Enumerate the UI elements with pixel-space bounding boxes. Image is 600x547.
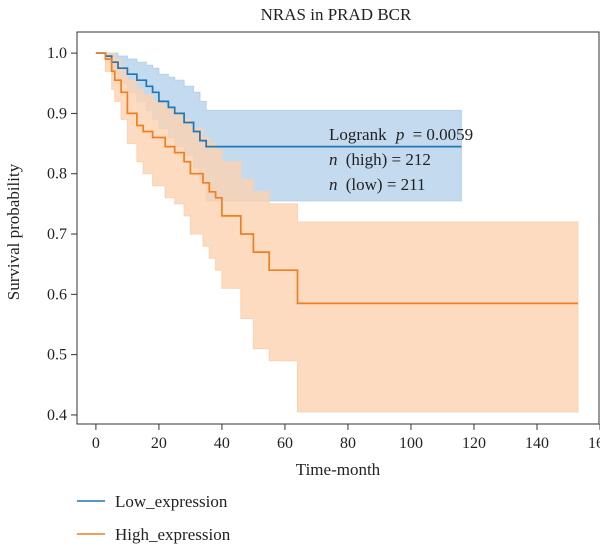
p-symbol: p [395,125,405,144]
confidence-bands [95,52,579,413]
x-tick-label: 60 [277,435,293,452]
x-tick-label: 160 [588,435,600,452]
x-tick-label: 100 [399,435,423,452]
x-tick-label: 40 [214,435,230,452]
y-tick-label: 0.9 [47,105,67,122]
x-tick-label: 120 [462,435,486,452]
legend-label-high: High_expression [115,525,231,544]
plot-frame [76,31,600,425]
legend: Low_expression High_expression [77,492,231,544]
n-high-text: (high) = 212 [346,150,431,169]
n-low-symbol: n [329,175,338,194]
x-tick-label: 80 [340,435,356,452]
y-axis: 0.4 0.5 0.6 0.7 0.8 0.9 1.0 [47,45,77,424]
n-high-line: n (high) = 212 [329,150,431,169]
y-tick-label: 0.4 [47,407,67,424]
y-tick-label: 0.7 [47,226,67,243]
y-tick-label: 0.8 [47,166,67,183]
x-tick-label: 20 [151,435,167,452]
logrank-annotation: Logrank p = 0.0059 n (high) = 212 n (low… [329,125,473,194]
x-axis: 0 20 40 60 80 100 120 140 160 [92,424,600,452]
y-axis-label: Survival probability [4,163,23,300]
curve-low-expression [95,52,462,148]
logrank-label: Logrank [329,125,387,144]
chart-title: NRAS in PRAD BCR [261,5,412,24]
x-tick-label: 140 [525,435,549,452]
ci-band-high-expression [95,52,579,413]
x-axis-label: Time-month [296,460,381,479]
x-tick-label: 0 [92,435,100,452]
y-tick-label: 1.0 [47,45,67,62]
y-tick-label: 0.6 [47,286,67,303]
n-low-line: n (low) = 211 [329,175,426,194]
logrank-line: Logrank p = 0.0059 [329,125,473,144]
curve-high-expression [95,52,578,305]
n-high-symbol: n [329,150,338,169]
n-low-text: (low) = 211 [346,175,426,194]
legend-label-low: Low_expression [115,492,228,511]
p-value: = 0.0059 [413,125,474,144]
y-tick-label: 0.5 [47,347,67,364]
survival-curves [95,52,578,305]
